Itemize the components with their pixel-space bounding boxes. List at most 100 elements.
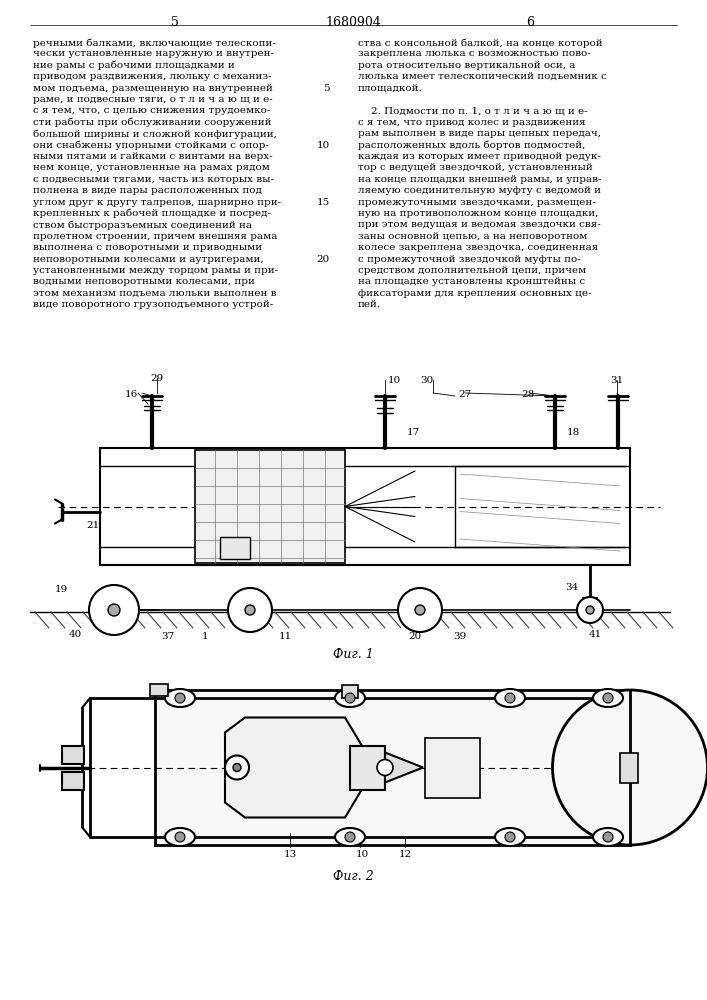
Text: заны основной цепью, а на неповоротном: заны основной цепью, а на неповоротном bbox=[358, 232, 588, 241]
Circle shape bbox=[577, 597, 603, 623]
Circle shape bbox=[398, 588, 442, 632]
Text: 6: 6 bbox=[526, 16, 534, 29]
Ellipse shape bbox=[593, 689, 623, 707]
Text: 10: 10 bbox=[317, 141, 330, 150]
Text: 5: 5 bbox=[171, 16, 179, 29]
Text: 16: 16 bbox=[124, 390, 138, 399]
Bar bbox=[425, 738, 480, 798]
Polygon shape bbox=[225, 718, 375, 818]
Text: рам выполнен в виде пары цепных передач,: рам выполнен в виде пары цепных передач, bbox=[358, 129, 601, 138]
Text: 30: 30 bbox=[421, 376, 433, 385]
Text: 29: 29 bbox=[151, 374, 163, 383]
Bar bbox=[62, 772, 84, 790]
Circle shape bbox=[586, 606, 594, 614]
Text: 13: 13 bbox=[284, 850, 297, 859]
Text: расположенных вдоль бортов подмостей,: расположенных вдоль бортов подмостей, bbox=[358, 141, 585, 150]
Text: 15: 15 bbox=[317, 198, 330, 207]
Text: 12: 12 bbox=[398, 850, 411, 859]
Text: выполнена с поворотными и приводными: выполнена с поворотными и приводными bbox=[33, 243, 262, 252]
Circle shape bbox=[377, 760, 393, 776]
Text: ства с консольной балкой, на конце которой: ства с консольной балкой, на конце котор… bbox=[358, 38, 602, 47]
Text: Фиг. 1: Фиг. 1 bbox=[332, 648, 373, 661]
Text: они снабжены упорными стойками с опор-: они снабжены упорными стойками с опор- bbox=[33, 141, 269, 150]
Text: 10: 10 bbox=[388, 376, 402, 385]
Text: колесе закреплена звездочка, соединенная: колесе закреплена звездочка, соединенная bbox=[358, 243, 598, 252]
Text: фиксаторами для крепления основных це-: фиксаторами для крепления основных це- bbox=[358, 289, 592, 298]
Text: 18: 18 bbox=[567, 428, 580, 437]
Text: на конце площадки внешней рамы, и управ-: на конце площадки внешней рамы, и управ- bbox=[358, 175, 602, 184]
Text: мом подъема, размещенную на внутренней: мом подъема, размещенную на внутренней bbox=[33, 84, 273, 93]
Circle shape bbox=[552, 690, 707, 845]
Bar bbox=[220, 537, 250, 559]
Text: на площадке установлены кронштейны с: на площадке установлены кронштейны с bbox=[358, 277, 585, 286]
Text: 1680904: 1680904 bbox=[325, 16, 381, 29]
Circle shape bbox=[225, 756, 249, 780]
Text: 34: 34 bbox=[565, 583, 578, 592]
Ellipse shape bbox=[335, 828, 365, 846]
Text: ние рамы с рабочими площадками и: ние рамы с рабочими площадками и bbox=[33, 61, 235, 70]
Ellipse shape bbox=[495, 828, 525, 846]
Circle shape bbox=[505, 693, 515, 703]
Text: водными неповоротными колесами, при: водными неповоротными колесами, при bbox=[33, 277, 255, 286]
Circle shape bbox=[175, 693, 185, 703]
Text: пей.: пей. bbox=[358, 300, 381, 309]
Text: неповоротными колесами и аутригерами,: неповоротными колесами и аутригерами, bbox=[33, 255, 264, 264]
Text: 19: 19 bbox=[54, 585, 68, 594]
Text: 37: 37 bbox=[161, 632, 175, 641]
Bar bbox=[350, 746, 385, 790]
Text: сти работы при обслуживании сооружений: сти работы при обслуживании сооружений bbox=[33, 118, 271, 127]
Text: каждая из которых имеет приводной редук-: каждая из которых имеет приводной редук- bbox=[358, 152, 601, 161]
Circle shape bbox=[108, 604, 120, 616]
Text: приводом раздвижения, люльку с механиз-: приводом раздвижения, люльку с механиз- bbox=[33, 72, 271, 81]
Text: тор с ведущей звездочкой, установленный: тор с ведущей звездочкой, установленный bbox=[358, 163, 592, 172]
Text: чески установленные наружную и внутрен-: чески установленные наружную и внутрен- bbox=[33, 49, 274, 58]
Bar bbox=[195, 450, 345, 563]
Text: большой ширины и сложной конфигурации,: большой ширины и сложной конфигурации, bbox=[33, 129, 277, 139]
Circle shape bbox=[89, 585, 139, 635]
Ellipse shape bbox=[335, 689, 365, 707]
Text: средством дополнительной цепи, причем: средством дополнительной цепи, причем bbox=[358, 266, 586, 275]
Text: речными балками, включающие телескопи-: речными балками, включающие телескопи- bbox=[33, 38, 276, 47]
Text: этом механизм подъема люльки выполнен в: этом механизм подъема люльки выполнен в bbox=[33, 289, 276, 298]
Text: ляемую соединительную муфту с ведомой и: ляемую соединительную муфту с ведомой и bbox=[358, 186, 601, 195]
Text: 39: 39 bbox=[453, 632, 467, 641]
Text: люлька имеет телескопический подъемник с: люлька имеет телескопический подъемник с bbox=[358, 72, 607, 81]
Text: промежуточными звездочками, размещен-: промежуточными звездочками, размещен- bbox=[358, 198, 596, 207]
Text: 28: 28 bbox=[522, 390, 535, 399]
Text: крепленных к рабочей площадке и посред-: крепленных к рабочей площадке и посред- bbox=[33, 209, 271, 219]
Text: закреплена люлька с возможностью пово-: закреплена люлька с возможностью пово- bbox=[358, 49, 591, 58]
Ellipse shape bbox=[165, 828, 195, 846]
Text: 40: 40 bbox=[69, 630, 81, 639]
Text: 2. Подмости по п. 1, о т л и ч а ю щ и е-: 2. Подмости по п. 1, о т л и ч а ю щ и е… bbox=[358, 106, 588, 115]
Bar bbox=[342, 685, 358, 698]
Text: с промежуточной звездочкой муфты по-: с промежуточной звездочкой муфты по- bbox=[358, 255, 580, 264]
Text: 21: 21 bbox=[87, 522, 100, 530]
Ellipse shape bbox=[165, 689, 195, 707]
Text: 20: 20 bbox=[409, 632, 421, 641]
Text: 31: 31 bbox=[610, 376, 624, 385]
Text: углом друг к другу талрепов, шарнирно при-: углом друг к другу талрепов, шарнирно пр… bbox=[33, 198, 281, 207]
Circle shape bbox=[345, 693, 355, 703]
Circle shape bbox=[228, 588, 272, 632]
Bar bbox=[155, 690, 630, 845]
Text: 1: 1 bbox=[201, 632, 209, 641]
Text: 11: 11 bbox=[279, 632, 291, 641]
Text: рота относительно вертикальной оси, а: рота относительно вертикальной оси, а bbox=[358, 61, 575, 70]
Circle shape bbox=[233, 764, 241, 772]
Text: с подвесными тягами, часть из которых вы-: с подвесными тягами, часть из которых вы… bbox=[33, 175, 274, 184]
Text: Фиг. 2: Фиг. 2 bbox=[332, 870, 373, 883]
Text: с я тем, что привод колес и раздвижения: с я тем, что привод колес и раздвижения bbox=[358, 118, 585, 127]
Text: виде поворотного грузоподъемного устрой-: виде поворотного грузоподъемного устрой- bbox=[33, 300, 273, 309]
Text: 17: 17 bbox=[407, 428, 420, 437]
Circle shape bbox=[175, 832, 185, 842]
Text: площадкой.: площадкой. bbox=[358, 84, 423, 93]
Ellipse shape bbox=[593, 828, 623, 846]
Text: при этом ведущая и ведомая звездочки свя-: при этом ведущая и ведомая звездочки свя… bbox=[358, 220, 601, 229]
Text: установленными между торцом рамы и при-: установленными между торцом рамы и при- bbox=[33, 266, 278, 275]
Text: ными пятами и гайками с винтами на верх-: ными пятами и гайками с винтами на верх- bbox=[33, 152, 273, 161]
Text: ством быстроразъемных соединений на: ством быстроразъемных соединений на bbox=[33, 220, 252, 230]
Text: 5: 5 bbox=[323, 84, 330, 93]
Bar bbox=[150, 684, 168, 696]
Text: пролетном строении, причем внешняя рама: пролетном строении, причем внешняя рама bbox=[33, 232, 277, 241]
Bar bbox=[62, 746, 84, 764]
